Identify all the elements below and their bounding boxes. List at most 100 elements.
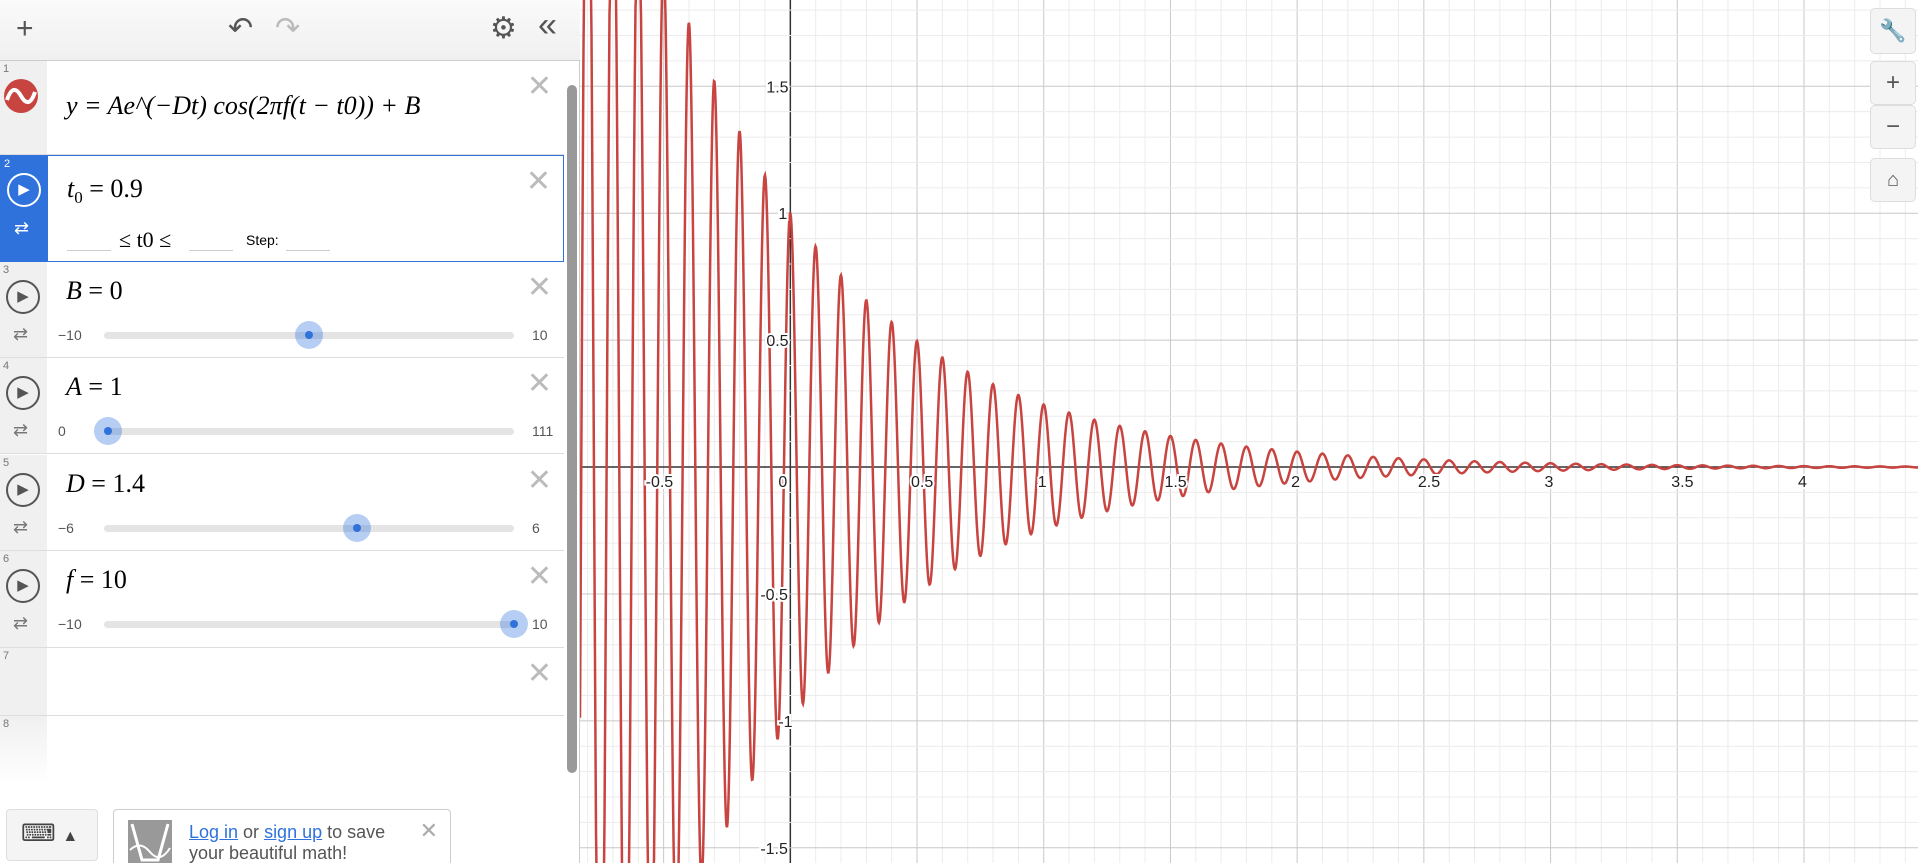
slider-equation[interactable]: f = 10 — [66, 565, 127, 594]
slider-track[interactable] — [93, 417, 514, 445]
range-label: ≤ t0 ≤ — [119, 227, 172, 252]
variable-value: 1.4 — [112, 469, 145, 498]
panel-header: + ↶ ↷ ⚙ « — [0, 0, 580, 61]
row-number: 5 — [3, 457, 10, 469]
loop-icon[interactable]: ⇄ — [14, 218, 30, 238]
slider-track[interactable] — [104, 514, 514, 542]
slider-min[interactable]: 0 — [58, 423, 66, 439]
expression-row-3[interactable]: 3 ▶ ⇄ B = 0 −10 10 ✕ — [0, 262, 564, 358]
expression-row-2[interactable]: 2 ▶ ⇄ t0 = 0.9 ≤ t0 ≤ Step: ✕ — [0, 155, 564, 262]
row-number: 3 — [3, 264, 10, 276]
slider-track[interactable] — [104, 610, 528, 638]
desmos-logo-icon — [128, 820, 172, 863]
play-icon[interactable]: ▶ — [6, 473, 40, 507]
expression-row-6[interactable]: 6 ▶ ⇄ f = 10 −10 10 ✕ — [0, 551, 564, 648]
variable-name: f — [66, 565, 74, 594]
zoom-in-button[interactable]: + — [1870, 61, 1916, 105]
x-tick-label: 2.5 — [1418, 474, 1440, 491]
keyboard-toggle-button[interactable]: ⌨ ▲ — [6, 809, 98, 861]
play-icon[interactable]: ▶ — [6, 280, 40, 314]
slider-min[interactable]: −6 — [58, 520, 74, 536]
row-number: 6 — [3, 553, 10, 565]
slider-handle[interactable] — [342, 514, 371, 542]
delete-expression-icon[interactable]: ✕ — [525, 164, 551, 199]
y-tick-label: -1.5 — [760, 841, 788, 858]
login-prompt: Log in or sign up to save your beautiful… — [113, 809, 451, 863]
x-tick-label: 2 — [1291, 474, 1300, 491]
variable-name: D — [66, 469, 85, 498]
equation[interactable]: y = Ae^(−Dt) cos(2πf(t − t0)) + B — [66, 91, 421, 120]
keyboard-icon: ⌨ — [21, 820, 56, 847]
delete-expression-icon[interactable]: ✕ — [526, 559, 552, 594]
expression-row-8[interactable]: 8 — [0, 716, 564, 784]
slider-max[interactable]: 111 — [532, 423, 554, 439]
home-icon[interactable]: ⌂ — [1870, 158, 1916, 202]
delete-expression-icon[interactable]: ✕ — [526, 270, 552, 305]
slider-handle[interactable] — [500, 610, 528, 638]
close-prompt-icon[interactable]: ✕ — [419, 818, 438, 843]
y-tick-label: -0.5 — [760, 587, 788, 604]
row-number: 2 — [4, 158, 11, 170]
add-expression-button[interactable]: + — [16, 12, 34, 45]
expression-row-4[interactable]: 4 ▶ ⇄ A = 1 0 111 ✕ — [0, 358, 564, 454]
loop-icon[interactable]: ⇄ — [13, 613, 29, 633]
variable-name: B — [66, 276, 82, 305]
slider-max[interactable]: 10 — [532, 616, 548, 632]
step-label: Step: — [246, 232, 279, 248]
delete-expression-icon[interactable]: ✕ — [526, 463, 552, 498]
slider-equation[interactable]: D = 1.4 — [66, 469, 145, 498]
play-icon[interactable]: ▶ — [6, 569, 40, 603]
slider-handle[interactable] — [93, 417, 122, 445]
slider-equation[interactable]: t0 = 0.9 — [67, 174, 143, 208]
x-tick-label: 1 — [1038, 474, 1047, 491]
delete-expression-icon[interactable]: ✕ — [526, 69, 552, 104]
y-tick-label: 1.5 — [766, 79, 788, 96]
loop-icon[interactable]: ⇄ — [13, 517, 29, 537]
settings-gear-icon[interactable]: ⚙ — [490, 12, 517, 45]
x-tick-label: 1.5 — [1164, 474, 1186, 491]
x-tick-label: 0 — [778, 474, 787, 491]
function-curve — [578, 0, 1918, 863]
y-tick-label: -1 — [778, 714, 792, 731]
min-input[interactable] — [67, 250, 111, 251]
collapse-panel-button[interactable]: « — [538, 6, 557, 44]
curve-color-icon[interactable] — [3, 78, 39, 114]
expression-row-5[interactable]: 5 ▶ ⇄ D = 1.4 −6 6 ✕ — [0, 455, 564, 551]
slider-min[interactable]: −10 — [58, 327, 82, 343]
loop-icon[interactable]: ⇄ — [13, 420, 29, 440]
variable-value: 0.9 — [110, 174, 143, 203]
play-icon[interactable]: ▶ — [6, 376, 40, 410]
graph-settings-wrench-icon[interactable]: 🔧 — [1870, 8, 1916, 54]
login-link[interactable]: Log in — [189, 822, 239, 842]
undo-button[interactable]: ↶ — [228, 12, 254, 45]
delete-expression-icon[interactable]: ✕ — [526, 366, 552, 401]
variable-value: 1 — [109, 372, 123, 401]
zoom-out-button[interactable]: − — [1870, 105, 1916, 149]
slider-equation[interactable]: A = 1 — [66, 372, 123, 401]
play-icon[interactable]: ▶ — [7, 173, 41, 207]
caret-up-icon: ▲ — [62, 828, 79, 845]
panel-scrollbar[interactable] — [567, 85, 577, 773]
slider-max[interactable]: 6 — [532, 520, 540, 536]
slider-max[interactable]: 10 — [532, 327, 548, 343]
variable-value: 10 — [100, 565, 127, 594]
x-tick-label: 0.5 — [911, 474, 933, 491]
max-input[interactable] — [189, 250, 233, 251]
slider-min[interactable]: −10 — [58, 616, 82, 632]
x-tick-label: 3 — [1545, 474, 1554, 491]
slider-handle[interactable] — [295, 321, 323, 349]
x-tick-label: 3.5 — [1671, 474, 1693, 491]
loop-icon[interactable]: ⇄ — [13, 324, 29, 344]
row-number: 1 — [3, 63, 10, 75]
expression-row-7[interactable]: 7 ✕ — [0, 648, 564, 716]
step-input[interactable] — [286, 250, 330, 251]
delete-expression-icon[interactable]: ✕ — [526, 656, 552, 691]
redo-button[interactable]: ↷ — [275, 12, 301, 45]
slider-equation[interactable]: B = 0 — [66, 276, 123, 305]
signup-link[interactable]: sign up — [264, 822, 323, 842]
expression-row-1[interactable]: 1 y = Ae^(−Dt) cos(2πf(t − t0)) + B ✕ — [0, 61, 564, 155]
or-text: or — [238, 822, 265, 842]
variable-name: A — [66, 372, 82, 401]
slider-track[interactable] — [104, 321, 514, 349]
